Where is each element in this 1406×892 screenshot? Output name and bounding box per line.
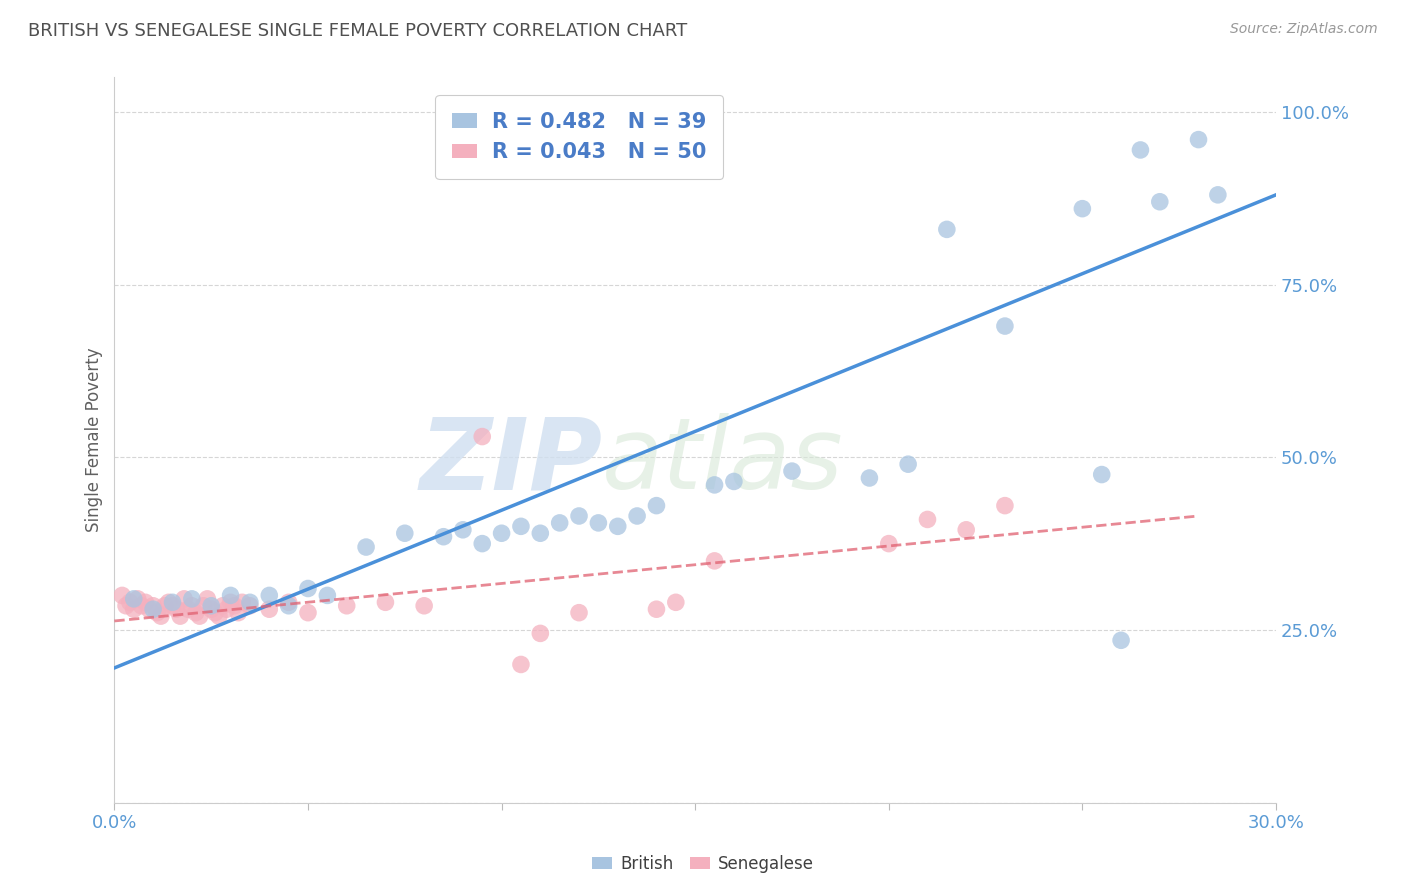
Point (162, 595, 184, 609)
Point (131, 599, 153, 613)
Point (548, 516, 571, 530)
Point (645, 499, 668, 513)
Point (200, 602, 222, 616)
Point (162, 599, 184, 613)
Point (138, 602, 160, 616)
Point (935, 222, 957, 236)
Point (917, 512, 939, 526)
Point (127, 591, 149, 606)
Point (149, 609, 172, 624)
Point (165, 602, 187, 616)
Point (568, 606, 591, 620)
Point (297, 582, 319, 596)
Point (413, 599, 436, 613)
Point (471, 429, 494, 443)
Point (1187, 132, 1209, 146)
Point (858, 471, 880, 485)
Point (471, 536, 494, 550)
Point (142, 602, 165, 616)
Point (277, 595, 299, 609)
Point (231, 595, 253, 609)
Point (394, 526, 416, 541)
Text: atlas: atlas (602, 413, 844, 510)
Point (188, 609, 211, 624)
Point (142, 599, 165, 613)
Point (510, 657, 533, 672)
Point (703, 478, 725, 492)
Point (491, 526, 513, 541)
Point (354, 540, 377, 554)
Point (226, 606, 249, 620)
Point (134, 595, 156, 609)
Point (215, 602, 238, 616)
Point (177, 602, 200, 616)
Point (200, 599, 222, 613)
Point (153, 599, 176, 613)
Point (297, 606, 319, 620)
Point (626, 508, 648, 523)
Point (111, 588, 134, 602)
Point (1109, 633, 1132, 648)
Point (994, 499, 1017, 513)
Point (204, 606, 226, 620)
Point (316, 588, 339, 602)
Point (259, 602, 281, 616)
Point (897, 457, 920, 471)
Point (780, 464, 803, 478)
Point (529, 626, 551, 640)
Point (195, 591, 218, 606)
Point (118, 595, 141, 609)
Legend: British, Senegalese: British, Senegalese (585, 848, 821, 880)
Point (432, 530, 454, 544)
Point (180, 599, 202, 613)
Point (211, 599, 233, 613)
Point (1206, 187, 1229, 202)
Point (115, 599, 138, 613)
Point (877, 536, 900, 550)
Point (219, 588, 242, 602)
Text: BRITISH VS SENEGALESE SINGLE FEMALE POVERTY CORRELATION CHART: BRITISH VS SENEGALESE SINGLE FEMALE POVE… (28, 22, 688, 40)
Point (703, 554, 725, 568)
Point (157, 595, 180, 609)
Point (1091, 467, 1114, 482)
Point (645, 602, 668, 616)
Point (122, 591, 145, 606)
Point (173, 591, 195, 606)
Text: ZIP: ZIP (419, 413, 602, 510)
Point (529, 526, 551, 541)
Point (193, 599, 215, 613)
Point (723, 475, 745, 489)
Point (219, 595, 242, 609)
Legend: R = 0.482   N = 39, R = 0.043   N = 50: R = 0.482 N = 39, R = 0.043 N = 50 (436, 95, 723, 179)
Point (374, 595, 396, 609)
Point (146, 606, 169, 620)
Point (451, 523, 474, 537)
Point (510, 519, 533, 533)
Point (184, 606, 207, 620)
Point (1071, 202, 1094, 216)
Point (1149, 194, 1171, 209)
Point (224, 599, 246, 613)
Point (1129, 143, 1152, 157)
Point (208, 609, 231, 624)
Text: Source: ZipAtlas.com: Source: ZipAtlas.com (1230, 22, 1378, 37)
Point (665, 595, 688, 609)
Point (277, 599, 299, 613)
Point (239, 595, 262, 609)
Point (588, 516, 610, 530)
Point (336, 599, 359, 613)
Point (606, 519, 628, 533)
Point (239, 599, 262, 613)
Point (180, 591, 202, 606)
Point (259, 588, 281, 602)
Point (568, 508, 591, 523)
Point (955, 523, 977, 537)
Y-axis label: Single Female Poverty: Single Female Poverty (86, 348, 103, 533)
Point (994, 319, 1017, 334)
Point (122, 602, 145, 616)
Point (169, 609, 191, 624)
